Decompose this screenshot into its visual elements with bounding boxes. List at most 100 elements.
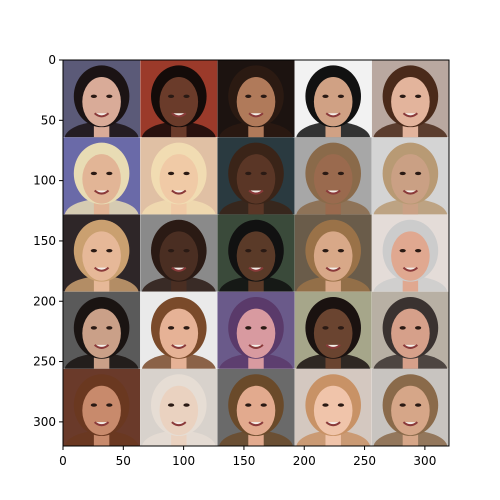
x-tick-label: 150 xyxy=(232,454,255,468)
face xyxy=(313,231,353,281)
face xyxy=(236,76,276,127)
x-tick-label: 300 xyxy=(413,454,436,468)
mouth xyxy=(402,421,419,427)
x-tick-label: 50 xyxy=(116,454,131,468)
y-tick-label: 150 xyxy=(33,234,56,248)
face-tile xyxy=(294,137,372,215)
mouth xyxy=(93,421,110,427)
face-tile xyxy=(371,137,449,215)
face-tile xyxy=(371,214,449,292)
eye xyxy=(260,171,267,176)
face xyxy=(391,76,430,127)
face xyxy=(236,385,276,436)
mouth xyxy=(248,344,264,349)
eye xyxy=(260,403,267,407)
y-axis: 0 50 100 150 200 250 300 xyxy=(33,53,63,429)
eye xyxy=(183,403,190,407)
eye xyxy=(337,171,345,176)
eye xyxy=(183,326,190,330)
face xyxy=(391,308,430,358)
face xyxy=(313,154,353,204)
face-tile xyxy=(294,368,372,446)
eye xyxy=(245,248,252,253)
face xyxy=(82,76,121,127)
eye xyxy=(245,171,252,176)
x-tick-label: 100 xyxy=(172,454,195,468)
eye xyxy=(322,171,329,176)
face-tile xyxy=(217,368,295,446)
mouth xyxy=(402,112,419,118)
mouth xyxy=(248,189,264,195)
face xyxy=(236,308,276,358)
y-tick-label: 300 xyxy=(33,415,56,429)
mouth xyxy=(325,112,341,118)
face-tile xyxy=(294,60,372,138)
face-tile xyxy=(371,291,449,369)
face xyxy=(82,385,121,436)
eye xyxy=(183,171,190,176)
x-tick-label: 0 xyxy=(59,454,67,468)
eye xyxy=(90,171,97,176)
face xyxy=(391,385,430,436)
face xyxy=(82,308,121,358)
mouth xyxy=(171,421,187,427)
eye xyxy=(322,248,329,253)
eye xyxy=(260,326,267,330)
eye xyxy=(106,248,113,253)
eye xyxy=(415,403,422,407)
eye xyxy=(90,248,97,253)
eye xyxy=(399,403,406,407)
eye xyxy=(90,403,97,407)
axes-frame xyxy=(62,59,450,447)
eye xyxy=(106,171,113,176)
mouth xyxy=(93,189,110,195)
y-tick-label: 0 xyxy=(48,53,56,67)
mouth xyxy=(248,421,264,427)
eye xyxy=(399,326,406,330)
eye xyxy=(106,94,113,98)
eye xyxy=(415,171,422,176)
eye xyxy=(322,403,329,407)
mouth xyxy=(325,266,341,272)
eye xyxy=(337,403,345,407)
eye xyxy=(399,248,406,253)
face-tile xyxy=(63,291,141,369)
face xyxy=(159,154,199,204)
mouth xyxy=(402,266,419,272)
eye xyxy=(337,94,345,98)
y-tick-label: 250 xyxy=(33,355,56,369)
eye xyxy=(106,403,113,407)
eye xyxy=(167,171,175,176)
face-tile xyxy=(140,291,218,369)
mouth xyxy=(402,344,419,349)
face xyxy=(313,385,353,436)
face-tile xyxy=(140,368,218,446)
eye xyxy=(322,326,329,330)
mouth xyxy=(171,112,187,118)
face-tile xyxy=(294,291,372,369)
face-tile xyxy=(217,137,295,215)
mouth xyxy=(171,266,187,272)
y-tick-label: 50 xyxy=(41,113,56,127)
eye xyxy=(245,403,252,407)
eye xyxy=(245,326,252,330)
face xyxy=(159,385,199,436)
eye xyxy=(167,403,175,407)
mouth xyxy=(171,344,187,349)
mouth xyxy=(93,266,110,272)
face xyxy=(159,308,199,358)
face-tile xyxy=(63,214,141,292)
eye xyxy=(167,326,175,330)
face xyxy=(236,154,276,204)
eye xyxy=(337,248,345,253)
eye xyxy=(415,248,422,253)
mouth xyxy=(325,421,341,427)
face xyxy=(391,154,430,204)
face xyxy=(391,231,430,281)
face-tile xyxy=(217,291,295,369)
mouth xyxy=(93,112,110,118)
mouth xyxy=(325,344,341,349)
mouth xyxy=(402,189,419,195)
y-tick-label: 200 xyxy=(33,294,56,308)
face-tile xyxy=(140,137,218,215)
